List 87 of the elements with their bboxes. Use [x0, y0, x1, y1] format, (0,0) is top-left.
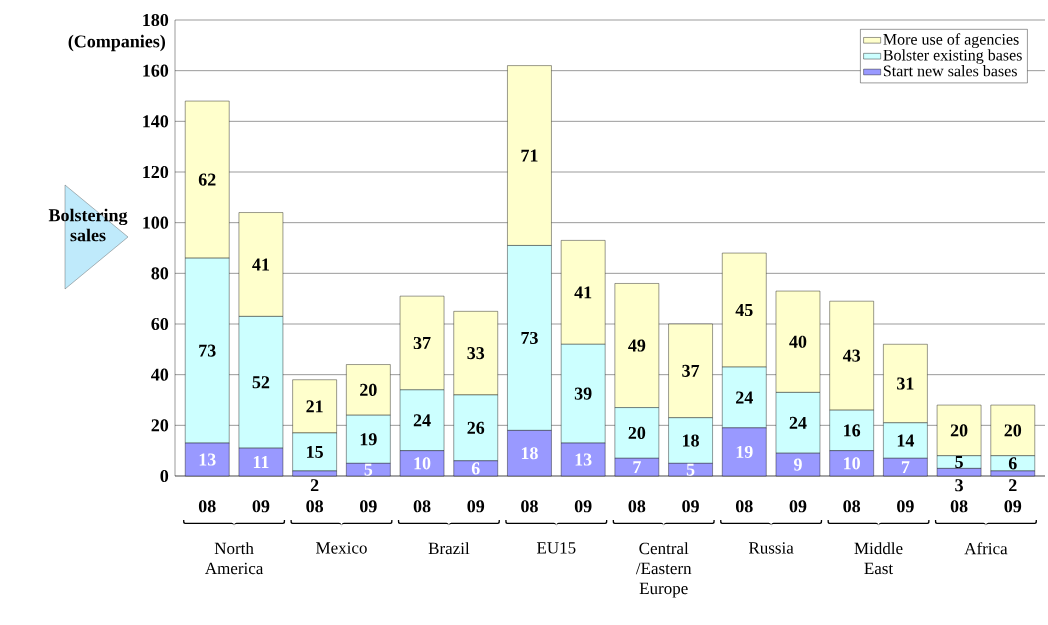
- x-tick-label: 09: [252, 500, 270, 513]
- data-label: 24: [789, 416, 807, 429]
- data-label: 10: [414, 457, 431, 470]
- text: North America: [204, 542, 264, 575]
- data-label: 71: [521, 149, 538, 162]
- legend-label: Bolster existing bases: [883, 49, 1022, 64]
- text: Russia: [748, 542, 794, 554]
- data-label: 9: [793, 458, 802, 471]
- data-label: 37: [413, 336, 431, 350]
- data-label: 37: [682, 364, 700, 377]
- data-label: 2: [1009, 479, 1017, 492]
- data-label: 15: [307, 445, 323, 458]
- data-label: 5: [364, 463, 373, 476]
- data-label: 19: [736, 445, 753, 458]
- x-tick-label: 08: [521, 500, 538, 513]
- y-tick-label: 160: [143, 64, 169, 77]
- x-tick-label: 08: [735, 500, 753, 513]
- y-axis-title: (Companies): [68, 34, 166, 52]
- text: Central /Eastern Europe: [635, 542, 692, 598]
- data-label: 45: [735, 304, 753, 317]
- data-label: 20: [1004, 424, 1022, 437]
- data-label: 11: [253, 456, 269, 469]
- y-tick-label: 100: [143, 216, 169, 229]
- data-label: 5: [686, 463, 695, 476]
- x-tick-label: 08: [198, 500, 216, 513]
- text: Middle East: [854, 542, 903, 575]
- x-tick-label: 08: [628, 500, 646, 513]
- x-tick-label: 09: [897, 500, 914, 513]
- data-label: 31: [897, 377, 914, 390]
- x-tick-label: 09: [574, 500, 592, 513]
- data-label: 13: [199, 453, 216, 466]
- data-label: 16: [844, 424, 861, 437]
- data-label: 13: [575, 453, 592, 466]
- data-label: 14: [897, 434, 915, 447]
- y-tick-label: 120: [143, 165, 169, 179]
- legend-label: Start new sales bases: [883, 65, 1017, 77]
- y-tick-label: 40: [151, 368, 169, 381]
- data-label: 6: [1008, 457, 1017, 470]
- data-label: 18: [683, 434, 699, 447]
- data-label: 24: [736, 391, 753, 404]
- text: Mexico: [316, 542, 367, 554]
- x-tick-label: 08: [306, 500, 324, 513]
- data-label: 7: [633, 461, 641, 474]
- data-label: 18: [521, 447, 538, 460]
- data-label: 5: [955, 456, 963, 469]
- data-label: 3: [955, 479, 963, 492]
- text: Brazil: [428, 542, 470, 555]
- data-label: 40: [789, 335, 807, 348]
- text: EU15: [536, 542, 576, 554]
- text: Bolstering sales: [48, 208, 128, 242]
- data-label: 26: [467, 421, 485, 434]
- data-label: 20: [950, 424, 968, 437]
- data-label: 41: [574, 286, 592, 299]
- data-label: 43: [842, 349, 861, 362]
- x-tick-label: 08: [843, 500, 861, 513]
- data-label: 10: [844, 457, 860, 470]
- data-label: 73: [199, 344, 216, 357]
- text: Africa: [964, 542, 1008, 555]
- y-tick-label: 80: [151, 267, 169, 280]
- x-tick-label: 09: [789, 500, 807, 513]
- data-label: 33: [467, 347, 485, 360]
- data-label: 41: [252, 258, 270, 271]
- y-tick-label: 140: [143, 115, 169, 128]
- data-label: 20: [628, 426, 646, 439]
- data-label: 39: [574, 387, 592, 400]
- legend-label: More use of agencies: [883, 33, 1019, 49]
- x-tick-label: 09: [682, 500, 699, 513]
- x-tick-label: 08: [950, 500, 968, 513]
- data-label: 24: [413, 414, 431, 427]
- data-label: 19: [360, 433, 377, 446]
- x-tick-label: 09: [360, 500, 377, 513]
- data-label: 49: [628, 339, 646, 352]
- y-tick-label: 60: [151, 317, 169, 331]
- y-tick-label: 20: [151, 419, 169, 432]
- data-label: 21: [306, 400, 323, 413]
- data-label: 73: [521, 331, 538, 344]
- x-tick-label: 09: [467, 500, 485, 513]
- data-label: 20: [360, 383, 377, 396]
- data-label: 6: [471, 462, 480, 475]
- data-label: 52: [252, 376, 270, 389]
- data-label: 2: [310, 479, 319, 492]
- y-tick-label: 0: [160, 469, 169, 483]
- data-label: 7: [901, 461, 910, 474]
- data-label: 62: [198, 173, 216, 186]
- x-tick-label: 09: [1004, 500, 1022, 513]
- x-tick-label: 08: [413, 500, 431, 513]
- y-tick-label: 180: [143, 13, 169, 27]
